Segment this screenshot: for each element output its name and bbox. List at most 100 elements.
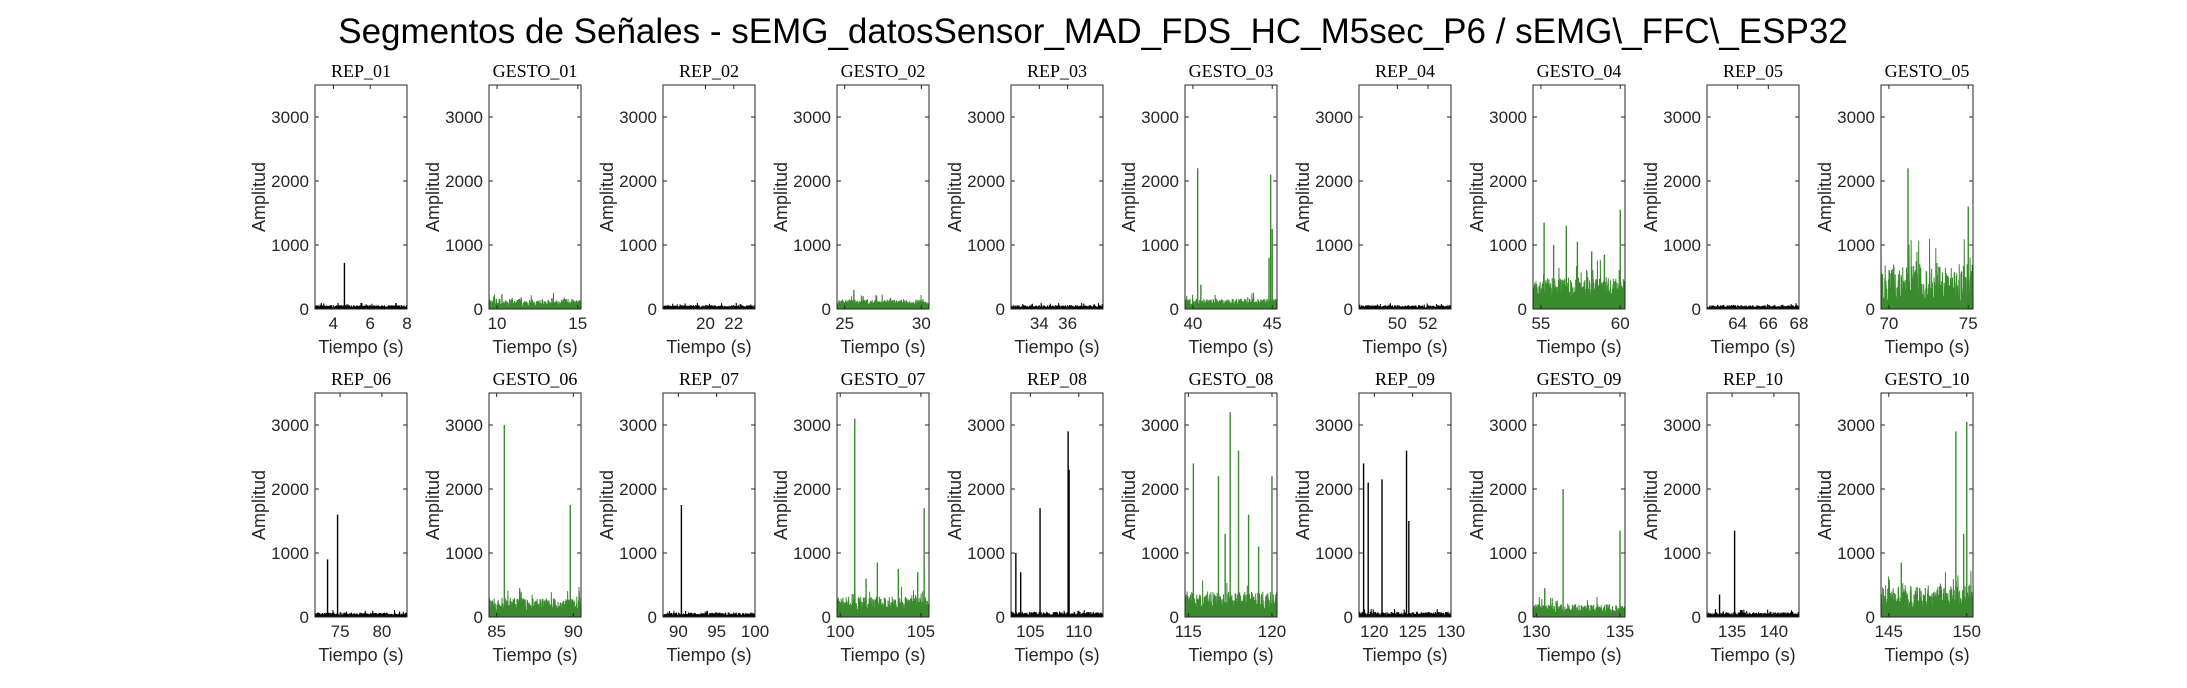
- subplot-title: GESTO_05: [1885, 61, 1970, 81]
- y-tick-label: 2000: [271, 480, 309, 499]
- axes-box: [662, 84, 756, 310]
- subplot-title: GESTO_08: [1189, 369, 1274, 389]
- y-tick-label: 0: [474, 300, 483, 319]
- y-tick-label: 0: [300, 300, 309, 319]
- y-tick-label: 3000: [1663, 416, 1701, 435]
- y-tick-label: 2000: [967, 172, 1005, 191]
- axes-box: [1010, 84, 1104, 310]
- y-tick-label: 2000: [619, 480, 657, 499]
- subplot-title: GESTO_01: [493, 61, 578, 81]
- subplot-19: REP_10 0 1000 2000 3000 135 140 Tiempo (s) Ampli…: [1641, 369, 1800, 665]
- y-tick-label: 3000: [1837, 108, 1875, 127]
- axes-box: [314, 392, 408, 618]
- subplot-11: REP_06 0 1000 2000 3000 75 80 Tiempo (s) Amplitu…: [249, 369, 408, 665]
- signal-trace: [1010, 302, 1104, 310]
- x-axis-label: Tiempo (s): [1362, 337, 1447, 357]
- y-tick-label: 0: [1170, 300, 1179, 319]
- y-tick-label: 3000: [1837, 416, 1875, 435]
- y-axis-label: Amplitud: [1641, 470, 1661, 540]
- signal-trace: [662, 302, 756, 310]
- x-axis-label: Tiempo (s): [492, 645, 577, 665]
- y-tick-label: 2000: [1141, 480, 1179, 499]
- subplot-2: GESTO_01 0 1000 2000 3000 10 15 Tiempo (s) Ampli…: [423, 61, 587, 357]
- signal-trace: [1358, 608, 1452, 618]
- y-tick-label: 1000: [1315, 544, 1353, 563]
- subplot-title: GESTO_09: [1537, 369, 1622, 389]
- subplot-title: REP_06: [331, 369, 391, 389]
- subplot-10: GESTO_05 0 1000 2000 3000 70 75 Tiempo (s) Ampli…: [1815, 61, 1978, 357]
- y-tick-label: 0: [1344, 608, 1353, 627]
- axes-box: [488, 392, 582, 618]
- y-axis-label: Amplitud: [1815, 162, 1835, 232]
- x-tick-label: 90: [564, 622, 583, 641]
- y-tick-label: 0: [1866, 300, 1875, 319]
- y-axis-label: Amplitud: [423, 470, 443, 540]
- y-tick-label: 2000: [1489, 172, 1527, 191]
- x-tick-label: 130: [1437, 622, 1465, 641]
- axes-box: [488, 84, 582, 310]
- x-tick-label: 20: [696, 314, 715, 333]
- y-axis-label: Amplitud: [1641, 162, 1661, 232]
- y-tick-label: 0: [1518, 300, 1527, 319]
- signal-trace: [836, 294, 930, 310]
- subplot-title: REP_03: [1027, 61, 1087, 81]
- signal-trace: [1532, 596, 1626, 618]
- x-axis-label: Tiempo (s): [840, 337, 925, 357]
- x-tick-label: 55: [1531, 314, 1550, 333]
- y-tick-label: 0: [1866, 608, 1875, 627]
- signal-trace: [1880, 239, 1974, 310]
- axes-box: [1358, 392, 1452, 618]
- subplot-title: GESTO_02: [841, 61, 926, 81]
- y-axis-label: Amplitud: [423, 162, 443, 232]
- y-tick-label: 3000: [967, 108, 1005, 127]
- x-axis-label: Tiempo (s): [840, 645, 925, 665]
- x-axis-label: Tiempo (s): [1014, 337, 1099, 357]
- y-tick-label: 3000: [793, 416, 831, 435]
- y-tick-label: 3000: [1663, 108, 1701, 127]
- y-tick-label: 1000: [793, 544, 831, 563]
- x-tick-label: 8: [402, 314, 411, 333]
- y-tick-label: 0: [996, 608, 1005, 627]
- y-axis-label: Amplitud: [597, 470, 617, 540]
- y-tick-label: 1000: [445, 236, 483, 255]
- y-tick-label: 0: [1518, 608, 1527, 627]
- y-tick-label: 3000: [271, 108, 309, 127]
- y-tick-label: 1000: [619, 544, 657, 563]
- subplot-6: GESTO_03 0 1000 2000 3000 40 45 Tiempo (s) Ampli…: [1119, 61, 1282, 357]
- x-tick-label: 10: [488, 314, 507, 333]
- y-tick-label: 1000: [1663, 236, 1701, 255]
- y-axis-label: Amplitud: [771, 162, 791, 232]
- y-axis-label: Amplitud: [249, 162, 269, 232]
- x-tick-label: 85: [487, 622, 506, 641]
- y-tick-label: 2000: [793, 480, 831, 499]
- y-tick-label: 1000: [271, 236, 309, 255]
- y-tick-label: 0: [822, 300, 831, 319]
- y-axis-label: Amplitud: [597, 162, 617, 232]
- x-axis-label: Tiempo (s): [1536, 337, 1621, 357]
- subplot-title: GESTO_06: [493, 369, 578, 389]
- x-tick-label: 120: [1258, 622, 1286, 641]
- x-tick-label: 4: [329, 314, 338, 333]
- y-tick-label: 2000: [445, 480, 483, 499]
- x-axis-label: Tiempo (s): [1536, 645, 1621, 665]
- y-tick-label: 0: [1344, 300, 1353, 319]
- x-tick-label: 115: [1175, 622, 1202, 641]
- y-tick-label: 2000: [1315, 480, 1353, 499]
- y-tick-label: 2000: [1489, 480, 1527, 499]
- x-axis-label: Tiempo (s): [1884, 337, 1969, 357]
- x-axis-label: Tiempo (s): [318, 337, 403, 357]
- x-tick-label: 140: [1760, 622, 1788, 641]
- y-tick-label: 2000: [1663, 480, 1701, 499]
- y-tick-label: 1000: [619, 236, 657, 255]
- signal-trace: [662, 610, 756, 618]
- x-tick-label: 90: [669, 622, 688, 641]
- signal-trace: [836, 586, 930, 618]
- x-tick-label: 45: [1263, 314, 1282, 333]
- axes-box: [1184, 392, 1278, 618]
- y-tick-label: 2000: [1663, 172, 1701, 191]
- x-tick-label: 70: [1879, 314, 1898, 333]
- subplot-title: REP_10: [1723, 369, 1783, 389]
- y-axis-label: Amplitud: [1293, 162, 1313, 232]
- y-tick-label: 0: [1692, 300, 1701, 319]
